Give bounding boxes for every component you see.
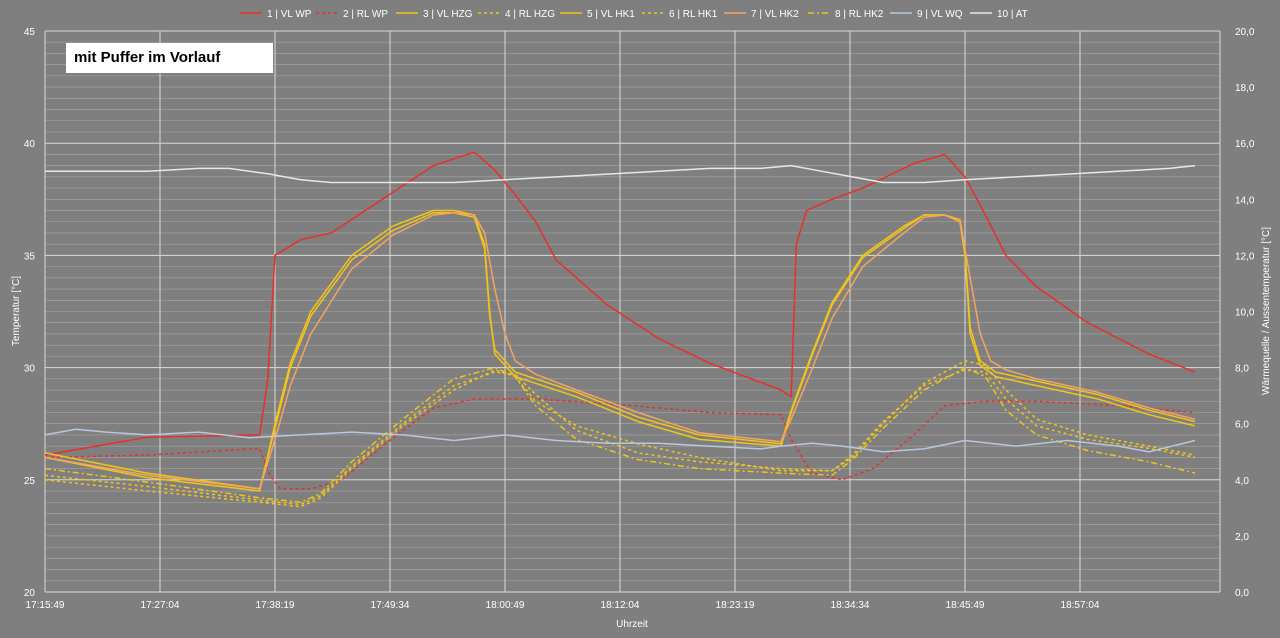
x-tick-label: 18:34:34 [831,600,870,611]
legend-label: 1 | VL WP [267,9,312,20]
legend-label: 6 | RL HK1 [669,9,718,20]
right-tick-label: 16,0 [1235,139,1255,150]
x-tick-label: 18:23:19 [716,600,755,611]
right-tick-label: 6,0 [1235,420,1249,431]
right-tick-label: 10,0 [1235,308,1255,319]
x-axis-title: Uhrzeit [616,619,648,630]
x-tick-label: 17:27:04 [141,600,180,611]
left-tick-label: 40 [24,139,36,150]
chart-annotation: mit Puffer im Vorlauf [66,43,273,73]
legend-label: 7 | VL HK2 [751,9,799,20]
legend-label: 3 | VL HZG [423,9,473,20]
y-axis-title-left: Temperatur [°C] [11,276,22,346]
legend-label: 8 | RL HK2 [835,9,884,20]
left-tick-label: 45 [24,27,36,38]
right-tick-label: 14,0 [1235,195,1255,206]
left-tick-label: 20 [24,588,36,599]
right-axis-ticks: 0,0 2,0 4,0 6,0 8,0 10,0 12,0 14,0 16,0 18,0 20,0 [1235,27,1255,599]
legend-label: 9 | VL WQ [917,9,963,20]
right-tick-label: 18,0 [1235,83,1255,94]
x-tick-label: 17:38:19 [256,600,295,611]
left-axis-ticks: 20 25 30 35 40 45 [24,27,36,599]
legend-label: 10 | AT [997,9,1028,20]
y-axis-title-right: Wärmequelle / Aussentemperatur [°C] [1261,227,1272,395]
left-tick-label: 35 [24,251,36,262]
x-axis-ticks: 17:15:49 17:27:04 17:38:19 17:49:34 18:00:49… [26,600,1100,611]
right-tick-label: 4,0 [1235,476,1249,487]
right-tick-label: 2,0 [1235,532,1249,543]
x-tick-label: 18:12:04 [601,600,640,611]
right-tick-label: 0,0 [1235,588,1249,599]
right-tick-label: 8,0 [1235,364,1249,375]
legend-label: 2 | RL WP [343,9,388,20]
x-tick-label: 18:57:04 [1061,600,1100,611]
legend-label: 5 | VL HK1 [587,9,635,20]
x-tick-label: 18:00:49 [486,600,525,611]
right-tick-label: 20,0 [1235,27,1255,38]
left-tick-label: 30 [24,364,36,375]
x-tick-label: 18:45:49 [946,600,985,611]
legend-label: 4 | RL HZG [505,9,555,20]
right-tick-label: 12,0 [1235,251,1255,262]
x-tick-label: 17:49:34 [371,600,410,611]
legend: 1 | VL WP 2 | RL WP 3 | VL HZG 4 | RL HZG 5 … [240,9,1028,20]
left-tick-label: 25 [24,476,36,487]
x-tick-label: 17:15:49 [26,600,65,611]
